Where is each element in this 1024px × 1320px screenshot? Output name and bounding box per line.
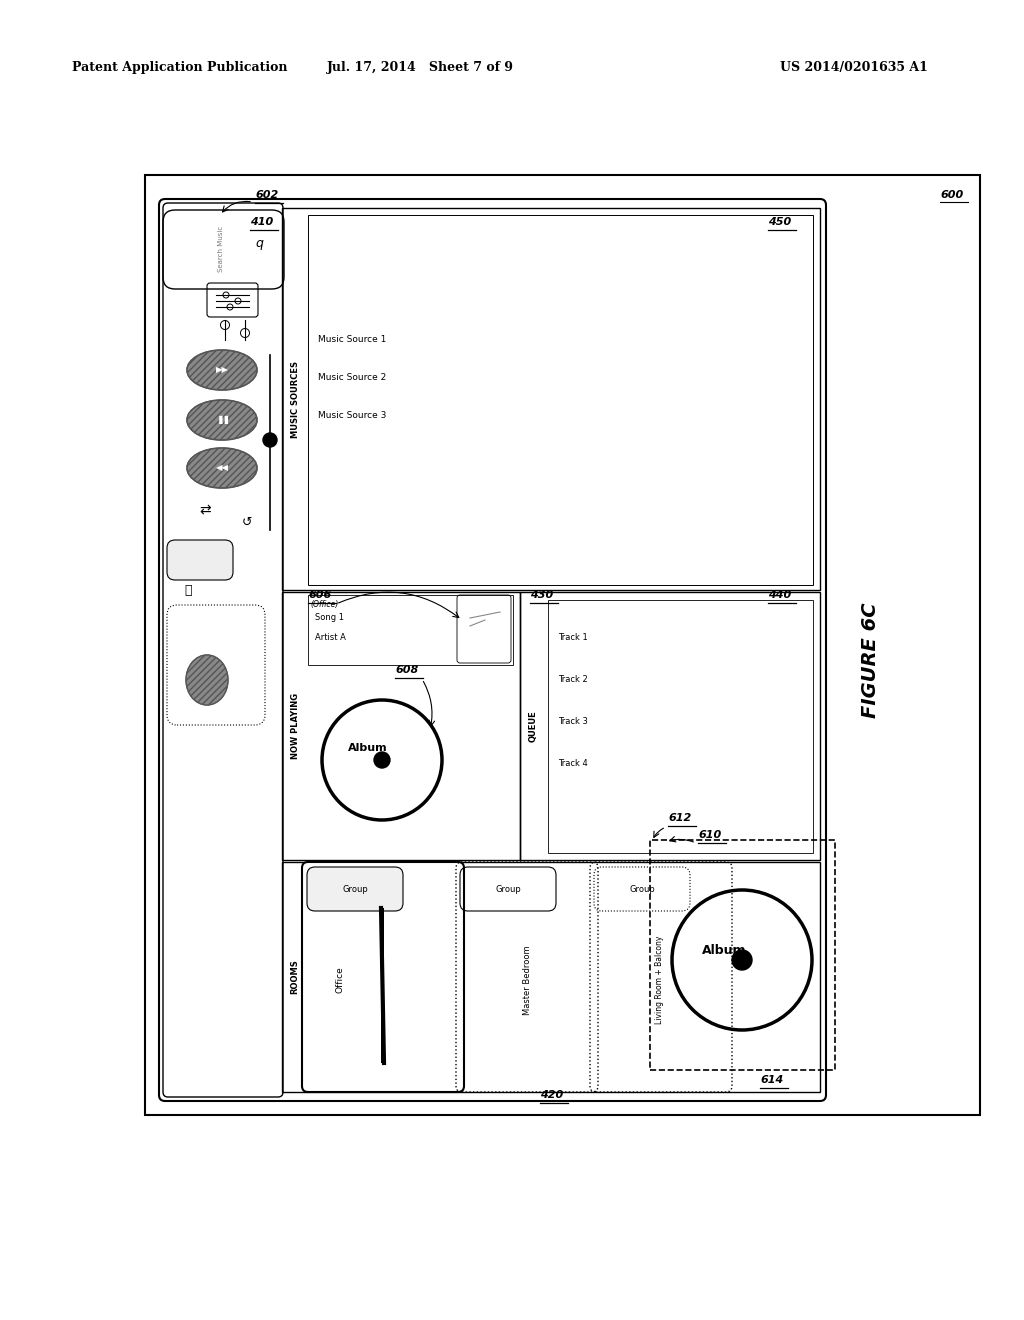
Text: NOW PLAYING: NOW PLAYING: [291, 693, 299, 759]
Text: 610: 610: [698, 830, 721, 840]
Text: 606: 606: [308, 590, 331, 601]
Text: Group: Group: [496, 884, 521, 894]
Bar: [381, 908, 384, 1063]
Text: Track 3: Track 3: [558, 718, 588, 726]
Text: 420: 420: [540, 1090, 563, 1100]
Text: MUSIC SOURCES: MUSIC SOURCES: [291, 360, 299, 437]
FancyBboxPatch shape: [307, 867, 403, 911]
Bar: [145, 176, 980, 1115]
Text: Album: Album: [348, 743, 388, 752]
Circle shape: [263, 433, 278, 447]
Text: QUEUE: QUEUE: [528, 710, 538, 742]
Text: Master Bedroom: Master Bedroom: [522, 945, 531, 1015]
Text: ▐▐: ▐▐: [215, 416, 228, 425]
Circle shape: [732, 950, 752, 970]
Text: (Office): (Office): [310, 601, 338, 610]
Bar: [650, 840, 835, 1071]
Text: 440: 440: [768, 590, 792, 601]
Text: 602: 602: [255, 190, 279, 201]
Text: Track 4: Track 4: [558, 759, 588, 768]
Text: Search Music: Search Music: [218, 226, 224, 272]
Text: ▶▶: ▶▶: [215, 366, 228, 375]
Ellipse shape: [187, 400, 257, 440]
Text: Music Source 2: Music Source 2: [318, 374, 386, 383]
Text: Album: Album: [701, 944, 746, 957]
Text: Track 1: Track 1: [558, 634, 588, 643]
Text: 612: 612: [668, 813, 691, 822]
FancyBboxPatch shape: [302, 862, 464, 1092]
Text: Track 2: Track 2: [558, 676, 588, 685]
Text: Music Source 1: Music Source 1: [318, 335, 386, 345]
Bar: [308, 595, 513, 665]
Bar: [548, 601, 813, 853]
Bar: [308, 215, 813, 585]
Text: ROOMS: ROOMS: [291, 960, 299, 994]
Text: 608: 608: [395, 665, 418, 675]
Bar: [520, 591, 820, 861]
Text: 450: 450: [768, 216, 792, 227]
Text: Office: Office: [336, 966, 344, 994]
Text: Song 1: Song 1: [315, 612, 344, 622]
Ellipse shape: [186, 655, 228, 705]
Text: 600: 600: [940, 190, 964, 201]
FancyBboxPatch shape: [167, 540, 233, 579]
Text: Group: Group: [629, 884, 655, 894]
Text: 614: 614: [760, 1074, 783, 1085]
Bar: [282, 862, 820, 1092]
Text: 410: 410: [250, 216, 273, 227]
Text: US 2014/0201635 A1: US 2014/0201635 A1: [780, 62, 928, 74]
Text: Patent Application Publication: Patent Application Publication: [72, 62, 288, 74]
Text: ⇄: ⇄: [200, 503, 211, 517]
Text: Jul. 17, 2014   Sheet 7 of 9: Jul. 17, 2014 Sheet 7 of 9: [327, 62, 513, 74]
Ellipse shape: [187, 350, 257, 389]
Bar: [282, 591, 520, 861]
Ellipse shape: [187, 447, 257, 488]
Text: Artist A: Artist A: [315, 634, 346, 643]
Circle shape: [374, 752, 390, 768]
Text: q: q: [255, 236, 263, 249]
Text: Music Source 3: Music Source 3: [318, 412, 386, 421]
Text: 430: 430: [530, 590, 553, 601]
Text: ↺: ↺: [242, 516, 252, 528]
Text: ◀◀: ◀◀: [215, 463, 228, 473]
Text: Living Room + Balcony: Living Room + Balcony: [655, 936, 665, 1024]
Bar: [282, 209, 820, 590]
Text: Group: Group: [342, 884, 368, 894]
Text: FIGURE 6C: FIGURE 6C: [860, 602, 880, 718]
Text: 🔊: 🔊: [184, 583, 191, 597]
